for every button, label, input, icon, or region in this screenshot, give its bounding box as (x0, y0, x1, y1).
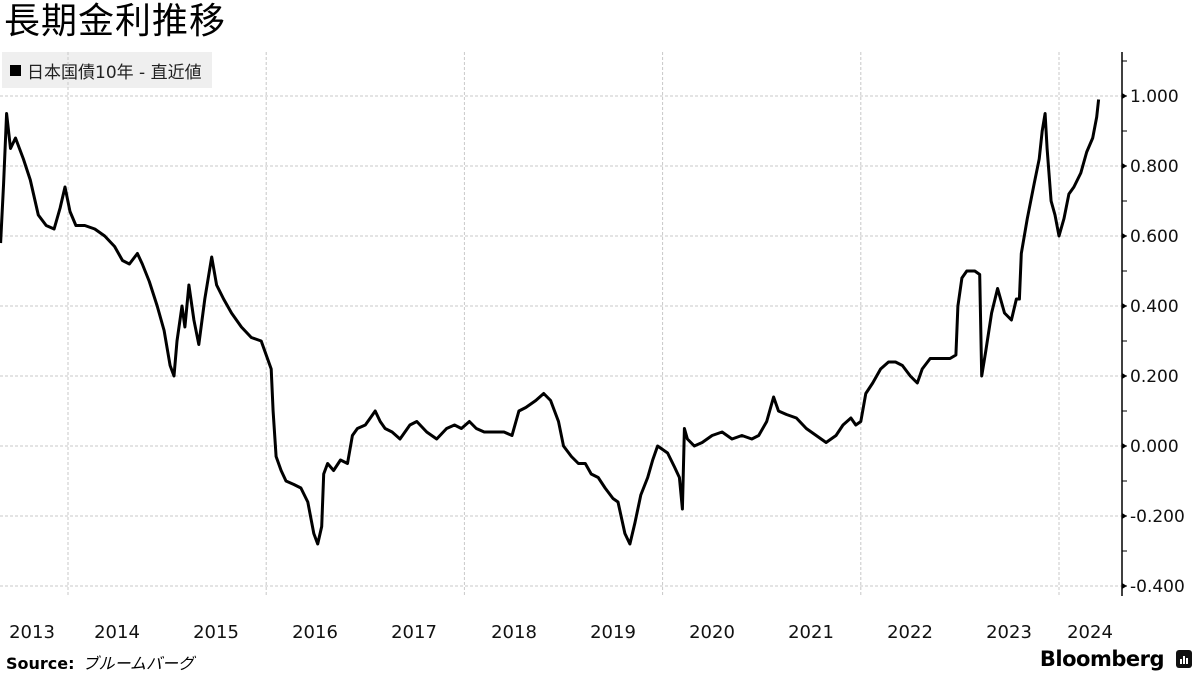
x-tick-label: 2024 (1067, 622, 1113, 643)
x-tick-label: 2022 (887, 622, 933, 643)
x-tick-label: 2013 (9, 622, 55, 643)
source-value: ブルームバーグ (82, 654, 195, 673)
y-tick-label: 0.400 (1130, 297, 1179, 317)
series-line (0, 99, 1101, 546)
legend-label: 日本国債10年 - 直近値 (27, 62, 202, 83)
gridlines (0, 52, 1122, 596)
bloomberg-logo: Bloomberg (1039, 647, 1165, 671)
y-tick-label: 0.600 (1130, 227, 1179, 247)
y-tick-label: 0.000 (1130, 437, 1179, 457)
y-tick-label: -0.400 (1130, 577, 1185, 597)
legend-swatch-icon (10, 64, 21, 76)
x-tick-label: 2015 (193, 622, 239, 643)
x-tick-label: 2017 (391, 622, 437, 643)
x-tick-label: 2014 (94, 622, 140, 643)
x-tick-label: 2020 (689, 622, 735, 643)
source-note: Source: ブルームバーグ (6, 650, 194, 674)
y-tick-label: 0.800 (1130, 157, 1179, 177)
legend: 日本国債10年 - 直近値 (2, 52, 212, 88)
x-tick-label: 2023 (986, 622, 1032, 643)
x-tick-label: 2016 (292, 622, 338, 643)
y-axis: 1.000 0.800 0.600 0.400 0.200 0.000 -0.200 -0.4… (1121, 52, 1185, 597)
x-tick-label: 2019 (590, 622, 636, 643)
x-tick-label: 2021 (788, 622, 834, 643)
source-label: Source: (6, 654, 75, 673)
x-tick-label: 2018 (491, 622, 537, 643)
y-tick-label: 0.200 (1130, 367, 1179, 387)
y-tick-label: 1.000 (1130, 87, 1179, 107)
bloomberg-chart-icon (1176, 650, 1192, 668)
y-tick-label: -0.200 (1130, 507, 1185, 527)
chart-title: 長期金利推移 (4, 1, 227, 42)
